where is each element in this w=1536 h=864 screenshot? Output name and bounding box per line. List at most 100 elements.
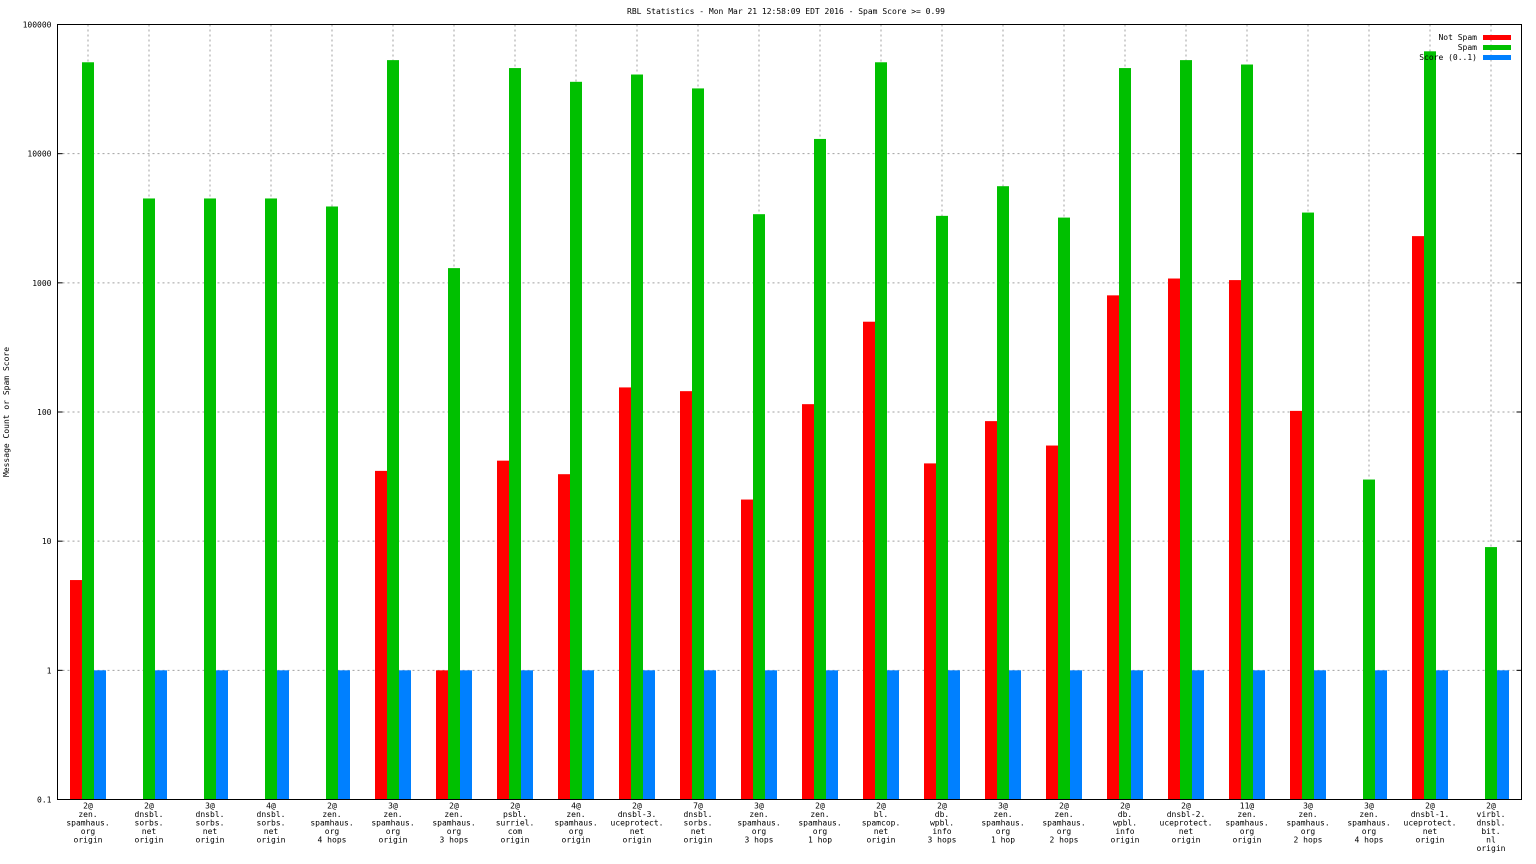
x-tick-label-line: psbl. [503, 810, 527, 819]
x-tick-label-line: nl [1486, 836, 1496, 845]
bar-spam [936, 215, 948, 800]
x-tick-label-line: org [1240, 827, 1255, 836]
x-tick-label-line: dnsbl. [135, 810, 164, 819]
x-tick-label: 3@ zen. spamhaus. org 4 hops [1347, 802, 1390, 845]
bar-not-spam [558, 474, 570, 800]
x-tick-label-line: spamcop. [862, 819, 901, 828]
x-tick-label-line: 11@ [1240, 802, 1255, 811]
x-tick-label-line: dnsbl. [257, 810, 286, 819]
legend-swatch [1483, 55, 1511, 60]
x-tick-label-line: 3@ [1364, 802, 1374, 811]
x-tick-label-line: net [630, 827, 645, 836]
x-tick-label: 2@ dnsbl-3. uceprotect. net origin [611, 802, 664, 845]
y-tick-label: 100 [37, 408, 52, 417]
bar-not-spam [619, 387, 631, 800]
x-tick-label: 2@ zen. spamhaus. org 1 hop [798, 802, 841, 845]
bar-not-spam [741, 499, 753, 800]
x-tick-label-line: origin [1233, 836, 1262, 845]
x-tick-label: 2@ zen. spamhaus. org 2 hops [1042, 802, 1085, 845]
x-tick-label-line: zen. [78, 810, 97, 819]
x-tick-label-line: org [752, 827, 767, 836]
x-tick-label-line: wpbl. [930, 819, 954, 828]
x-tick-label-line: spamhaus. [310, 819, 353, 828]
x-tick-label: 2@ psbl. surriel. com origin [496, 802, 535, 845]
bar-score-0-1 [582, 670, 594, 800]
x-tick-label-line: org [569, 827, 584, 836]
bar-not-spam [436, 670, 448, 800]
y-axis-label: Message Count or Spam Score [2, 347, 11, 477]
x-tick-label: 2@ db. wpbl. info 3 hops [928, 802, 957, 845]
bar-score-0-1 [704, 670, 716, 800]
x-tick-label-line: 7@ [693, 802, 703, 811]
bar-score-0-1 [155, 670, 167, 800]
bar-spam [570, 81, 582, 800]
x-tick-label-line: net [142, 827, 157, 836]
x-tick-label-line: net [691, 827, 706, 836]
x-tick-label-line: 3@ [388, 802, 398, 811]
bar-spam [204, 198, 216, 800]
x-tick-label-line: spamhaus. [554, 819, 597, 828]
bar-score-0-1 [1436, 670, 1448, 800]
x-tick-label: 4@ dnsbl. sorbs. net origin [257, 802, 286, 845]
bar-spam [1424, 51, 1436, 800]
x-tick-label-line: zen. [1298, 810, 1317, 819]
legend-swatch [1483, 35, 1511, 40]
x-tick-label-line: 2@ [144, 802, 154, 811]
x-tick-label-line: spamhaus. [1286, 819, 1329, 828]
bar-score-0-1 [216, 670, 228, 800]
y-tick-label: 10000 [27, 150, 51, 159]
x-tick-label-line: spamhaus. [1225, 819, 1268, 828]
bar-not-spam [1290, 410, 1302, 800]
bar-spam [753, 214, 765, 800]
bar-not-spam [680, 391, 692, 800]
x-tick-label-line: origin [135, 836, 164, 845]
x-tick-label: 3@ zen. spamhaus. org origin [371, 802, 414, 845]
x-tick-label-line: spamhaus. [371, 819, 414, 828]
bar-spam [814, 138, 826, 800]
bar-spam [1485, 547, 1497, 800]
x-tick-label-line: uceprotect. [1160, 819, 1213, 828]
bar-not-spam [802, 404, 814, 800]
x-tick-label-line: 3 hops [745, 836, 774, 845]
x-tick-label-line: 3 hops [928, 836, 957, 845]
x-tick-label-line: zen. [566, 810, 585, 819]
bar-spam [1119, 68, 1131, 800]
bar-not-spam [985, 421, 997, 800]
bar-spam [1363, 479, 1375, 800]
bar-spam [143, 198, 155, 800]
legend-label: Not Spam [1438, 33, 1477, 42]
x-tick-label-line: dnsbl-3. [618, 810, 657, 819]
x-tick-label-line: org [996, 827, 1011, 836]
x-tick-label-line: org [81, 827, 96, 836]
x-tick-label: 11@ zen. spamhaus. org origin [1225, 802, 1268, 845]
x-tick-label-line: 2@ [1486, 802, 1496, 811]
x-tick-label-line: spamhaus. [1042, 819, 1085, 828]
x-tick-label-line: origin [257, 836, 286, 845]
x-tick-label-line: origin [623, 836, 652, 845]
x-tick-label-line: 2 hops [1294, 836, 1323, 845]
bar-score-0-1 [643, 670, 655, 800]
bar-score-0-1 [826, 670, 838, 800]
x-tick-label: 7@ dnsbl. sorbs. net origin [684, 802, 713, 845]
x-tick-label-line: 3@ [754, 802, 764, 811]
bars [70, 51, 1509, 800]
x-tick-label-line: origin [1477, 844, 1506, 853]
x-tick-label-line: bit. [1481, 827, 1500, 836]
x-tick-label-line: zen. [1359, 810, 1378, 819]
bar-not-spam [375, 470, 387, 800]
x-tick-label-line: spamhaus. [1347, 819, 1390, 828]
bar-score-0-1 [1375, 670, 1387, 800]
x-tick-label-line: 1 hop [808, 836, 832, 845]
x-tick-label-line: 4 hops [1355, 836, 1384, 845]
x-tick-label-line: net [264, 827, 279, 836]
bar-score-0-1 [460, 670, 472, 800]
x-tick-label-line: zen. [993, 810, 1012, 819]
x-tick-label: 3@ zen. spamhaus. org 2 hops [1286, 802, 1329, 845]
bar-score-0-1 [399, 670, 411, 800]
bar-spam [997, 186, 1009, 800]
x-tick-label-line: net [203, 827, 218, 836]
bar-spam [875, 62, 887, 800]
x-tick-label-line: 2@ [510, 802, 520, 811]
bar-spam [326, 206, 338, 800]
